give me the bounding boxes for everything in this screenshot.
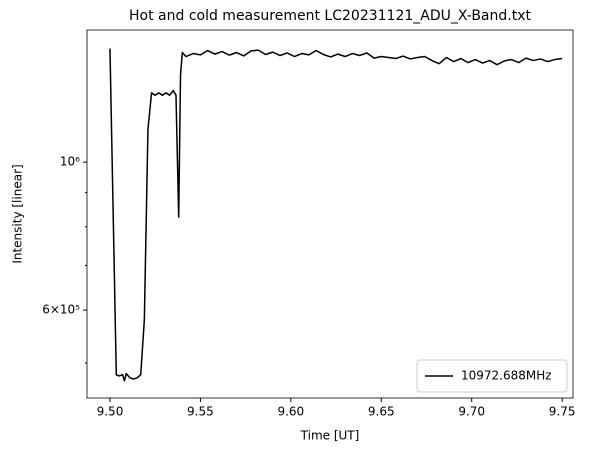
data-line <box>109 48 563 382</box>
y-tick-label: 6×10⁵ <box>42 303 80 317</box>
legend-box <box>416 359 568 393</box>
x-tick-label: 9.70 <box>458 405 485 419</box>
x-tick-label: 9.60 <box>277 405 304 419</box>
y-axis-label: Intensity [linear] <box>11 164 25 263</box>
x-tick-label: 9.75 <box>549 405 576 419</box>
x-tick-label: 9.65 <box>368 405 395 419</box>
x-axis-label: Time [UT] <box>300 429 360 443</box>
legend-label: 10972.688MHz <box>461 369 552 383</box>
x-tick-label: 9.50 <box>97 405 124 419</box>
plot-frame <box>86 29 574 399</box>
chart-title: Hot and cold measurement LC20231121_ADU_… <box>129 8 531 24</box>
x-tick-label: 9.55 <box>187 405 214 419</box>
y-tick-label: 10⁶ <box>60 155 80 169</box>
